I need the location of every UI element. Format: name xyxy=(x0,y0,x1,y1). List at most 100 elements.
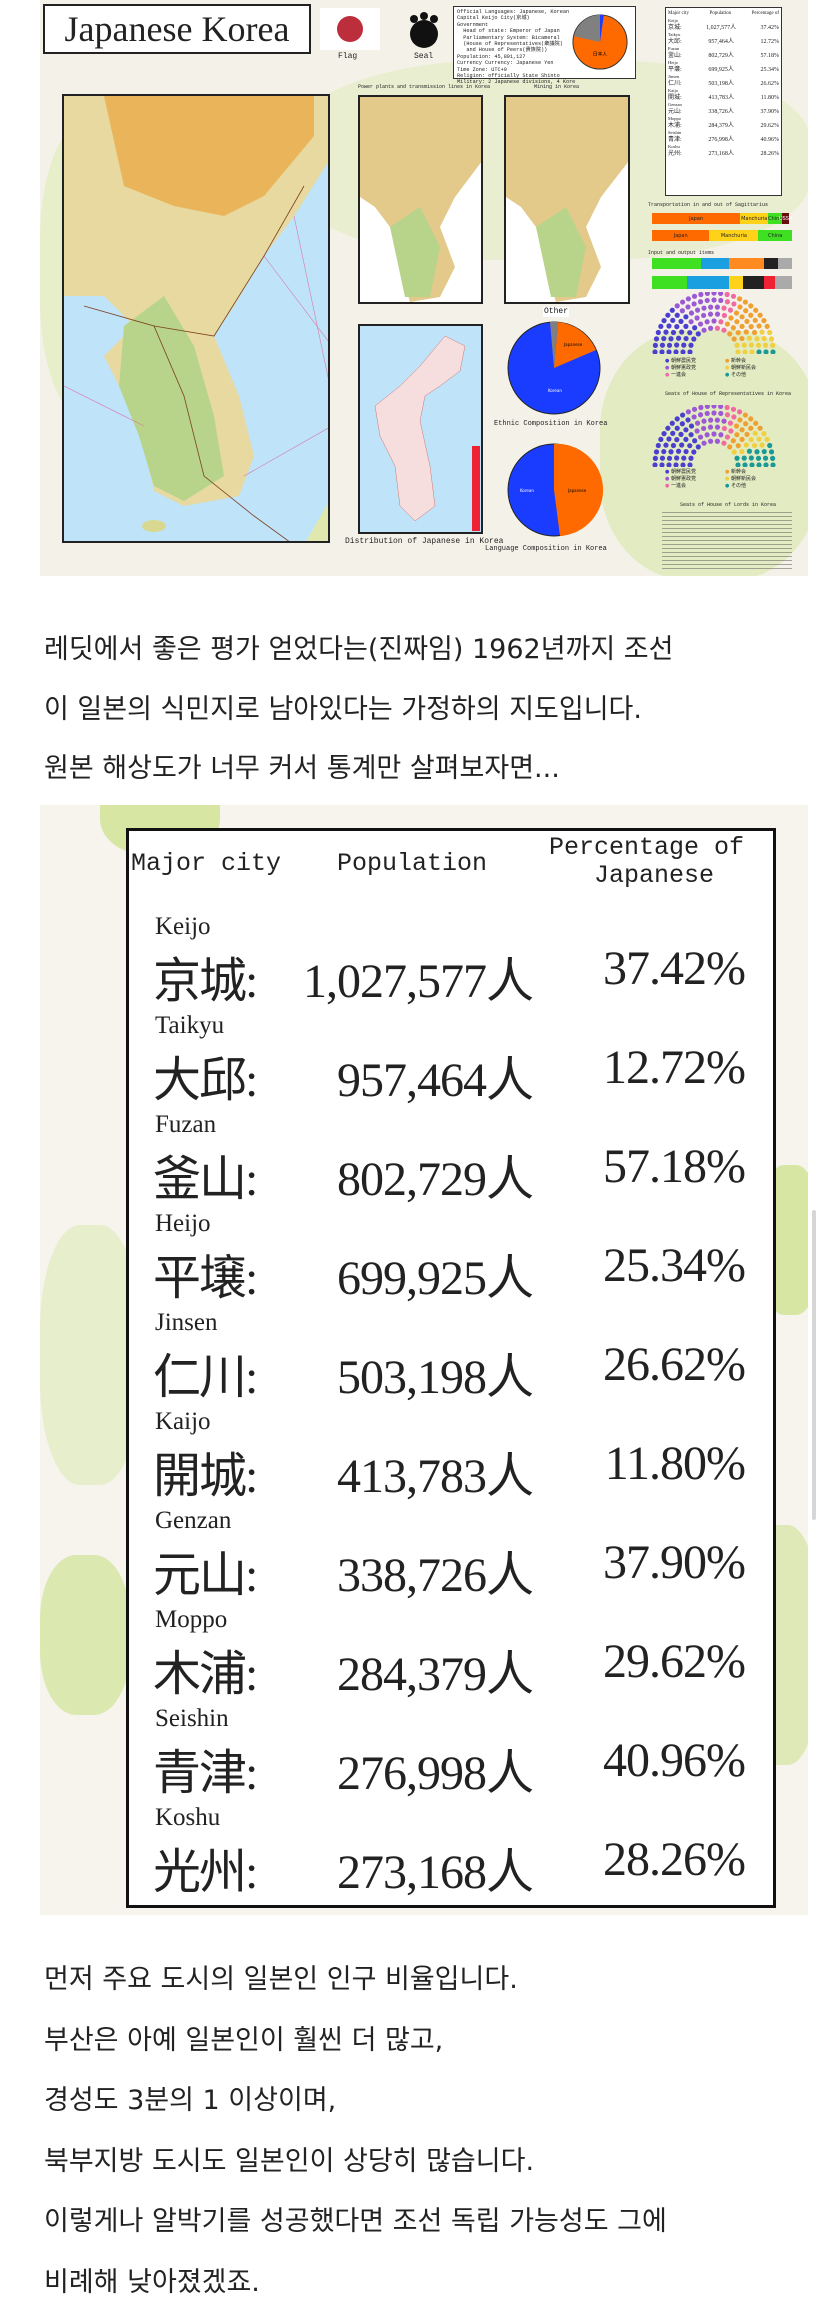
party-color-dot-icon: ● xyxy=(665,372,671,378)
seat-dot xyxy=(697,299,704,305)
seat-dot xyxy=(697,321,704,327)
mini-population: 503,198人 xyxy=(708,81,734,87)
seat-dot xyxy=(724,405,730,411)
transport-caption: Transportation in and out of Sagittarius xyxy=(648,202,769,208)
table-row: Kaijo 開城: 413,783人 11.80% xyxy=(129,1408,773,1508)
seat-dot xyxy=(707,325,714,331)
party-color-dot-icon: ● xyxy=(725,483,731,489)
japan-flag xyxy=(320,8,380,50)
party-color-dot-icon: ● xyxy=(665,483,671,489)
mini-table-row: 京城: 1,027,577人 37.42% xyxy=(668,24,779,32)
language-japanese-label: Japanese xyxy=(567,488,587,493)
mini-kanji: 青津: xyxy=(668,137,682,143)
city-percentage: 28.26% xyxy=(603,1833,746,1886)
seat-dot xyxy=(673,349,679,354)
table-row: Taikyu 大邱: 957,464人 12.72% xyxy=(129,1012,773,1112)
seat-dot xyxy=(691,336,697,342)
mini-percentage: 40.96% xyxy=(760,137,780,143)
mini-table-row: 釜山: 802,729人 57.18% xyxy=(668,52,779,60)
page-scrollbar[interactable] xyxy=(812,1210,816,1520)
seat-dot xyxy=(680,412,686,418)
seat-dot xyxy=(721,418,727,424)
mini-population: 413,783人 xyxy=(708,95,734,101)
seat-dot xyxy=(767,329,773,336)
info-line: Parliamentary System: Bicameral xyxy=(457,34,560,41)
mini-population: 699,925人 xyxy=(708,67,734,73)
mini-table-row: 平壌: 699,925人 25.34% xyxy=(668,66,779,74)
city-romaji: Koshu xyxy=(155,1804,221,1831)
seat-dot xyxy=(691,414,697,420)
seat-dot xyxy=(721,425,727,432)
city-kanji: 光州: xyxy=(153,1846,258,1899)
seat-dot xyxy=(707,311,714,317)
party-color-dot-icon: ● xyxy=(725,476,731,482)
seat-dot xyxy=(739,427,745,433)
seat-dot xyxy=(731,336,737,342)
seat-dot xyxy=(724,434,731,440)
info-pie-chart: 日本人 xyxy=(572,14,628,70)
korea-railway-map xyxy=(62,94,330,543)
seat-dot xyxy=(734,432,740,438)
party-color-dot-icon: ● xyxy=(725,365,731,371)
mini-header: Percentage of xyxy=(751,11,779,16)
seat-dot xyxy=(770,349,776,354)
seat-dot xyxy=(695,444,701,450)
seat-dot xyxy=(718,405,724,409)
seat-dot xyxy=(669,307,675,313)
transport-bar-segment: Manchuria xyxy=(740,213,769,224)
seat-dot xyxy=(661,335,667,342)
seat-dot xyxy=(711,292,717,296)
seat-dot xyxy=(688,423,695,429)
table-row: Genzan 元山: 338,726人 37.90% xyxy=(129,1507,773,1607)
seat-dot xyxy=(754,449,760,455)
seat-dot xyxy=(744,431,750,437)
city-population: 957,464人 xyxy=(336,1054,534,1107)
country-info-box: Official Languages: Japanese, Korean Capi… xyxy=(453,6,636,85)
header-major-city: Major city xyxy=(131,849,282,878)
seat-dot xyxy=(652,455,658,461)
mini-header: Major city xyxy=(668,11,689,16)
seat-dot xyxy=(704,297,710,304)
party-legend-item: ● 新幹会 xyxy=(725,357,785,364)
seat-dot xyxy=(753,307,759,313)
seat-dot xyxy=(704,405,710,409)
seat-dot xyxy=(658,436,664,443)
seat-dot xyxy=(748,312,754,318)
seat-dot xyxy=(674,324,680,330)
seat-dot xyxy=(714,424,721,430)
table-row: Moppo 木浦: 284,379人 29.62% xyxy=(129,1606,773,1706)
seat-dot xyxy=(688,432,694,438)
city-romaji: Moppo xyxy=(155,1606,228,1633)
seat-dot xyxy=(678,318,684,324)
seat-dot xyxy=(691,301,697,307)
language-pie-chart: Korean Japanese xyxy=(507,443,604,537)
info-line: Military: 2 Japanese divisions, 4 Korean… xyxy=(457,79,575,86)
seat-dot xyxy=(718,432,724,438)
city-kanji: 元山: xyxy=(153,1549,258,1602)
city-kanji: 仁川: xyxy=(153,1351,258,1404)
ethnic-caption: Ethnic Composition in Korea xyxy=(494,420,608,428)
seat-dot xyxy=(756,349,762,354)
outro-line-3: 경성도 3분의 1 이상이며, xyxy=(44,2085,337,2116)
city-percentage: 11.80% xyxy=(604,1437,746,1490)
seat-dot xyxy=(735,462,741,467)
seat-dot xyxy=(711,297,717,303)
seat-dot xyxy=(697,434,704,440)
city-statistics-image: Major city Population Percentage of Japa… xyxy=(40,805,808,1915)
mining-map xyxy=(504,95,630,304)
seat-dot xyxy=(743,329,749,335)
seat-dot xyxy=(718,292,724,296)
city-romaji: Jinsen xyxy=(155,1309,218,1336)
info-line: Population: 45,891,127 xyxy=(457,53,526,60)
mini-percentage: 28.26% xyxy=(760,151,780,157)
seat-dot xyxy=(728,428,734,434)
seat-dot xyxy=(680,299,686,305)
ethnic-pie-chart: Japanese Korean xyxy=(507,321,601,415)
seat-dot xyxy=(751,329,758,336)
seat-dot xyxy=(763,349,769,354)
seat-dot xyxy=(691,293,698,299)
seat-dot xyxy=(733,423,740,429)
city-romaji: Taikyu xyxy=(155,1012,225,1039)
city-population: 802,729人 xyxy=(336,1153,534,1206)
mini-kanji: 釜山: xyxy=(668,53,682,59)
